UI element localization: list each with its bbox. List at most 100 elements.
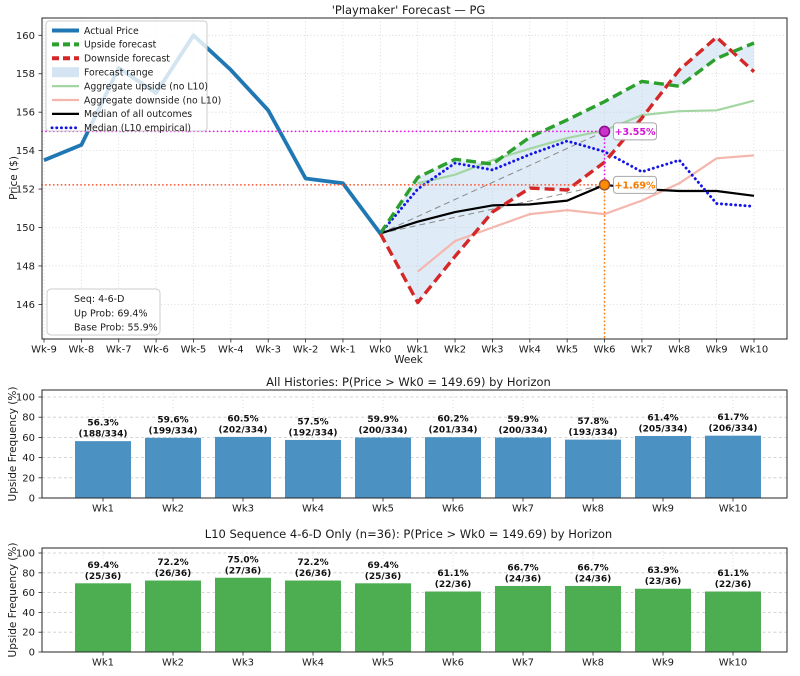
guide-line — [380, 184, 605, 234]
bar-count-label: (26/36) — [295, 569, 332, 579]
bar-wk10 — [705, 435, 761, 498]
bar-count-label: (22/36) — [435, 580, 472, 590]
y-tick-label: 100 — [16, 549, 35, 560]
bar-wk6 — [425, 591, 481, 652]
legend-label: Median of all outcomes — [84, 109, 192, 120]
x-tick-label: Wk4 — [519, 345, 541, 356]
annotation-box — [613, 175, 658, 194]
legend-swatch — [52, 67, 79, 78]
bar-count-label: (27/36) — [225, 566, 262, 576]
bar-wk9 — [635, 435, 691, 498]
forecast-chart-title: 'Playmaker' Forecast — PG — [331, 3, 486, 17]
bar-count-label: (24/36) — [505, 574, 542, 584]
bar-pct-label: 57.8% — [577, 417, 608, 427]
x-tick-label: Wk1 — [407, 345, 429, 356]
bar-count-label: (200/334) — [358, 426, 407, 436]
tick-labels: Wk1 Wk2 Wk3 Wk4 Wk5 Wk6 Wk7 Wk8 Wk9 Wk10 0 20 40 60 80… — [16, 393, 747, 515]
plot-border — [41, 547, 788, 653]
x-tick-label: Wk2 — [162, 658, 184, 669]
bar-count-label: (23/36) — [645, 577, 682, 587]
bar-count-label: (206/334) — [708, 424, 757, 434]
x-tick-label: Wk0 — [369, 345, 391, 356]
bar-pct-label: 59.6% — [157, 415, 188, 425]
series-median-of-all-outcomes — [379, 183, 755, 235]
bar-wk7 — [495, 585, 551, 652]
bar-wk2 — [145, 437, 201, 498]
bar-count-label: (26/36) — [155, 569, 192, 579]
y-tick-label: 150 — [16, 223, 35, 234]
week-axis-label: Week — [394, 354, 423, 366]
x-tick-label: Wk-1 — [330, 345, 356, 356]
bar-wk8 — [565, 585, 621, 652]
info-box-line: Seq: 4-6-D — [74, 294, 124, 305]
x-tick-label: Wk7 — [631, 345, 653, 356]
bar-pct-label: 60.5% — [227, 414, 258, 424]
bar-count-label: (25/36) — [85, 572, 122, 582]
grid — [42, 548, 787, 652]
legend-label: Actual Price — [84, 26, 139, 37]
tick-labels: Wk-9 Wk-8 Wk-7 Wk-6 Wk-5 Wk-4 Wk-3 Wk-2 Wk-1 Wk0 W… — [16, 31, 768, 356]
x-tick-label: Wk3 — [232, 504, 254, 515]
info-box-line: Up Prob: 69.4% — [74, 308, 148, 319]
y-tick-label: 152 — [16, 185, 35, 196]
l10-sequence-bar-chart: 69.4%(25/36)72.2%(26/36)75.0%(27/36)72.2… — [16, 547, 788, 669]
x-tick-label: Wk6 — [442, 504, 464, 515]
target-marker — [598, 125, 611, 138]
price-axis-label: Price ($) — [8, 156, 20, 200]
bar-wk3 — [215, 436, 271, 498]
bar-wk9 — [635, 588, 691, 652]
sequence-info-box: Seq: 4-6-D Up Prob: 69.4% Base Prob: 55.9% — [46, 288, 161, 336]
plot-border — [41, 17, 788, 340]
x-tick-label: Wk6 — [594, 345, 616, 356]
legend-label: Downside forecast — [84, 54, 170, 65]
x-tick-label: Wk5 — [372, 658, 394, 669]
bar-pct-label: 72.2% — [157, 558, 188, 568]
x-tick-label: Wk6 — [442, 658, 464, 669]
x-tick-label: Wk8 — [582, 658, 604, 669]
bar-wk10 — [705, 591, 761, 652]
x-tick-label: Wk1 — [92, 504, 114, 515]
bar-wk1 — [75, 583, 131, 652]
plot-border — [41, 389, 788, 499]
bar-wk5 — [355, 437, 411, 498]
legend-label: Aggregate downside (no L10) — [84, 95, 221, 106]
bar-pct-label: 75.0% — [227, 555, 258, 565]
y-tick-label: 0 — [29, 648, 35, 659]
bar-wk3 — [215, 577, 271, 652]
forecast-line-chart: Wk-9 Wk-8 Wk-7 Wk-6 Wk-5 Wk-4 Wk-3 Wk-2 Wk-1 Wk0 W… — [16, 17, 788, 356]
annotation-label: +3.55% — [615, 127, 656, 138]
info-box-line: Base Prob: 55.9% — [74, 323, 158, 334]
legend-label: Aggregate upside (no L10) — [84, 81, 208, 92]
x-tick-label: Wk7 — [512, 504, 534, 515]
bar-count-label: (25/36) — [365, 572, 402, 582]
bar-count-label: (22/36) — [715, 580, 752, 590]
x-tick-label: Wk2 — [444, 345, 466, 356]
x-tick-label: Wk10 — [719, 658, 747, 669]
bar-wk2 — [145, 580, 201, 652]
annotation-box — [613, 122, 658, 141]
y-tick-label: 80 — [22, 413, 35, 424]
x-tick-label: Wk1 — [92, 658, 114, 669]
legend: Actual Price Upside forecast Downside fore… — [45, 20, 221, 134]
x-tick-label: Wk9 — [706, 345, 728, 356]
x-tick-label: Wk5 — [556, 345, 578, 356]
x-tick-label: Wk10 — [719, 504, 747, 515]
y-tick-label: 156 — [16, 108, 35, 119]
y-tick-label: 60 — [22, 433, 35, 444]
series-median-l10-empirical- — [378, 139, 756, 235]
y-tick-label: 154 — [16, 146, 35, 157]
bar-count-label: (200/334) — [498, 426, 547, 436]
y-tick-label: 100 — [16, 393, 35, 404]
y-tick-label: 146 — [16, 300, 35, 311]
x-tick-label: Wk-4 — [218, 345, 244, 356]
bar-count-label: (201/334) — [428, 426, 477, 436]
bar-count-label: (24/36) — [575, 574, 612, 584]
x-tick-label: Wk-9 — [31, 345, 57, 356]
bar-count-label: (205/334) — [638, 424, 687, 434]
bar-pct-label: 61.7% — [717, 413, 748, 423]
bar-count-label: (202/334) — [218, 425, 267, 435]
x-tick-label: Wk-5 — [181, 345, 207, 356]
bar-count-label: (199/334) — [148, 426, 197, 436]
x-tick-label: Wk7 — [512, 658, 534, 669]
